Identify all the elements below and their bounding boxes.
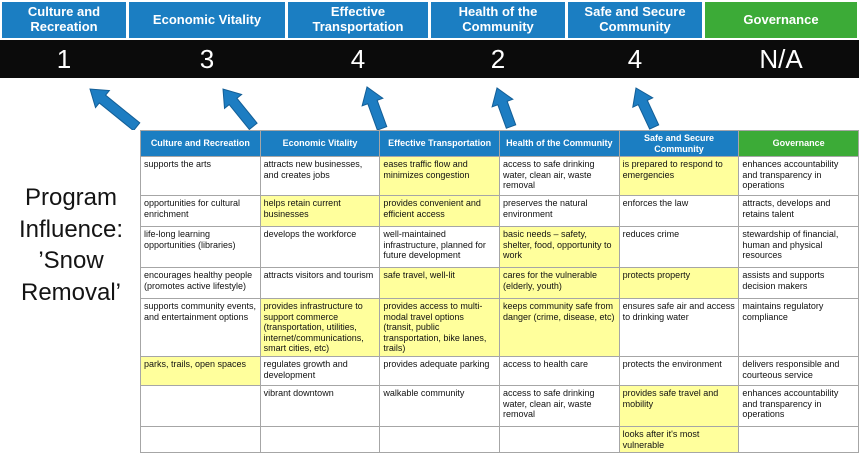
matrix-cell: vibrant downtown bbox=[260, 386, 380, 427]
score-effective-transportation: 4 bbox=[350, 43, 366, 74]
score-economic-vitality: 3 bbox=[199, 43, 215, 74]
matrix-cell: enhances accountability and transparency… bbox=[739, 386, 858, 427]
matrix-cell: opportunities for cultural enrichment bbox=[141, 196, 260, 226]
matrix-cell: eases traffic flow and minimizes congest… bbox=[380, 157, 499, 195]
matrix-cell: access to safe drinking water, clean air… bbox=[499, 386, 619, 427]
matrix-cell: provides infrastructure to support comme… bbox=[260, 299, 380, 357]
arrow-up-icon bbox=[632, 87, 660, 130]
matrix-cell: reduces crime bbox=[619, 227, 739, 267]
matrix-cell: looks after it's most vulnerable bbox=[619, 427, 739, 453]
matrix-cell: assists and supports decision makers bbox=[739, 268, 858, 298]
matrix-cell bbox=[499, 427, 619, 453]
matrix-cell: well-maintained infrastructure, planned … bbox=[380, 227, 499, 267]
matrix-cell: delivers responsible and courteous servi… bbox=[739, 357, 858, 386]
matrix-cell bbox=[141, 386, 260, 427]
banner-safe-and-secure-community: Safe and Secure Community bbox=[568, 2, 702, 38]
score-health-of-the-community: 2 bbox=[490, 43, 506, 74]
matrix-cell: parks, trails, open spaces bbox=[141, 357, 260, 386]
arrow-up-icon bbox=[491, 87, 517, 129]
matrix-cell: cares for the vulnerable (elderly, youth… bbox=[499, 268, 619, 298]
arrow-up-icon bbox=[361, 86, 388, 130]
banner-economic-vitality: Economic Vitality bbox=[129, 2, 285, 38]
matrix-cell: preserves the natural environment bbox=[499, 196, 619, 226]
arrow-up-icon bbox=[222, 88, 258, 130]
matrix-cell: provides access to multi-modal travel op… bbox=[380, 299, 499, 357]
matrix-cell: keeps community safe from danger (crime,… bbox=[499, 299, 619, 357]
matrix-header-safe-and-secure-community: Safe and Secure Community bbox=[619, 131, 739, 156]
matrix-cell: walkable community bbox=[380, 386, 499, 427]
matrix-cell: attracts new businesses, and creates job… bbox=[260, 157, 380, 195]
matrix-cell: attracts visitors and tourism bbox=[260, 268, 380, 298]
matrix-cell: provides adequate parking bbox=[380, 357, 499, 386]
influence-matrix: Culture and Recreation Economic Vitality E… bbox=[140, 130, 859, 454]
score-culture-and-recreation: 1 bbox=[56, 43, 72, 74]
matrix-header-economic-vitality: Economic Vitality bbox=[260, 131, 380, 156]
matrix-cell bbox=[380, 427, 499, 453]
matrix-cell: encourages healthy people (promotes acti… bbox=[141, 268, 260, 298]
matrix-header-governance: Governance bbox=[739, 131, 858, 156]
matrix-cell: maintains regulatory compliance bbox=[739, 299, 858, 357]
matrix-cell: basic needs – safety, shelter, food, opp… bbox=[499, 227, 619, 267]
matrix-cell: protects the environment bbox=[619, 357, 739, 386]
banner-effective-transportation: Effective Transportation bbox=[288, 2, 428, 38]
matrix-cell: enforces the law bbox=[619, 196, 739, 226]
matrix-cell: supports the arts bbox=[141, 157, 260, 195]
banner-governance: Governance bbox=[705, 2, 857, 38]
matrix-cell: supports community events, and entertain… bbox=[141, 299, 260, 357]
matrix-cell bbox=[141, 427, 260, 453]
score-governance: N/A bbox=[759, 43, 803, 74]
banner-culture-and-recreation: Culture and Recreation bbox=[2, 2, 126, 38]
arrow-up-icon bbox=[89, 88, 141, 130]
program-influence-label: Program Influence: ’Snow Removal’ bbox=[18, 184, 124, 307]
score-safe-and-secure-community: 4 bbox=[627, 43, 643, 74]
matrix-cell: provides convenient and efficient access bbox=[380, 196, 499, 226]
matrix-cell: is prepared to respond to emergencies bbox=[619, 157, 739, 195]
matrix-cell: life-long learning opportunities (librar… bbox=[141, 227, 260, 267]
matrix-cell: helps retain current businesses bbox=[260, 196, 380, 226]
matrix-cell: attracts, develops and retains talent bbox=[739, 196, 858, 226]
matrix-cell: regulates growth and development bbox=[260, 357, 380, 386]
matrix-cell: develops the workforce bbox=[260, 227, 380, 267]
matrix-cell bbox=[260, 427, 380, 453]
matrix-cell: provides safe travel and mobility bbox=[619, 386, 739, 427]
banner-health-of-the-community: Health of the Community bbox=[431, 2, 565, 38]
matrix-cell: access to safe drinking water, clean air… bbox=[499, 157, 619, 195]
matrix-cell: enhances accountability and transparency… bbox=[739, 157, 858, 195]
matrix-header-health-of-the-community: Health of the Community bbox=[499, 131, 619, 156]
matrix-header-culture-and-recreation: Culture and Recreation bbox=[141, 131, 260, 156]
arrows-layer bbox=[89, 86, 660, 130]
score-bar: 1 3 4 2 4 N/A bbox=[0, 40, 859, 78]
matrix-cell: protects property bbox=[619, 268, 739, 298]
matrix-header-effective-transportation: Effective Transportation bbox=[380, 131, 499, 156]
matrix-cell: access to health care bbox=[499, 357, 619, 386]
matrix-cell: ensures safe air and access to drinking … bbox=[619, 299, 739, 357]
matrix-cell: stewardship of financial, human and phys… bbox=[739, 227, 858, 267]
matrix-cell: safe travel, well-lit bbox=[380, 268, 499, 298]
pillar-banner: Culture and Recreation Economic Vitality E… bbox=[0, 0, 859, 38]
matrix-cell bbox=[739, 427, 858, 453]
